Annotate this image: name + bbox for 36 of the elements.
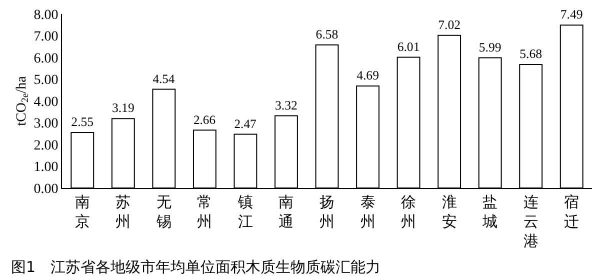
data-label: 4.69 (356, 68, 379, 83)
data-label: 2.55 (71, 115, 94, 130)
data-label: 5.99 (478, 40, 502, 54)
x-tick-label: 南通 (278, 194, 294, 230)
data-label: 7.49 (560, 8, 583, 22)
x-tick-label: 徐州 (401, 194, 416, 230)
data-label: 2.66 (193, 112, 216, 127)
y-tick-label: 2.00 (34, 138, 58, 154)
data-label: 5.68 (520, 47, 542, 62)
data-label: 6.58 (316, 27, 338, 42)
x-tick-label: 镇江 (236, 194, 253, 230)
x-tick-label: 无锡 (155, 195, 172, 230)
x-tick-label: 南京 (74, 194, 90, 230)
x-tick-label: 扬州 (320, 194, 334, 230)
x-tick-label: 宿迁 (564, 194, 580, 230)
data-label: 2.47 (234, 116, 256, 131)
x-tick-label: 常州 (197, 194, 212, 230)
y-tick-label: 4.00 (34, 94, 58, 110)
y-tick-label: 8.00 (34, 8, 58, 23)
y-tick-label: 1.00 (34, 160, 58, 176)
data-label: 4.54 (152, 72, 176, 86)
x-tick-label: 淮安 (442, 194, 457, 230)
y-tick-label: 6.00 (34, 51, 58, 66)
data-label: 3.32 (275, 98, 298, 112)
x-tick-label: 苏州 (116, 194, 131, 230)
data-label: 6.01 (397, 40, 420, 54)
x-tick-label: 连云港 (523, 194, 538, 250)
y-tick-label: 7.00 (34, 30, 58, 45)
x-tick-label: 泰州 (360, 195, 376, 230)
y-tick-label: 5.00 (34, 73, 58, 88)
x-tick-label: 盐城 (482, 194, 498, 230)
data-label: 3.19 (112, 101, 134, 116)
data-label: 7.02 (438, 18, 461, 32)
text: 图1 江苏省各地级市年均单位面积木质生物质碳汇能力 (11, 258, 381, 276)
y-tick-label: 3.00 (34, 116, 58, 132)
y-tick-label: 0.00 (34, 182, 58, 197)
